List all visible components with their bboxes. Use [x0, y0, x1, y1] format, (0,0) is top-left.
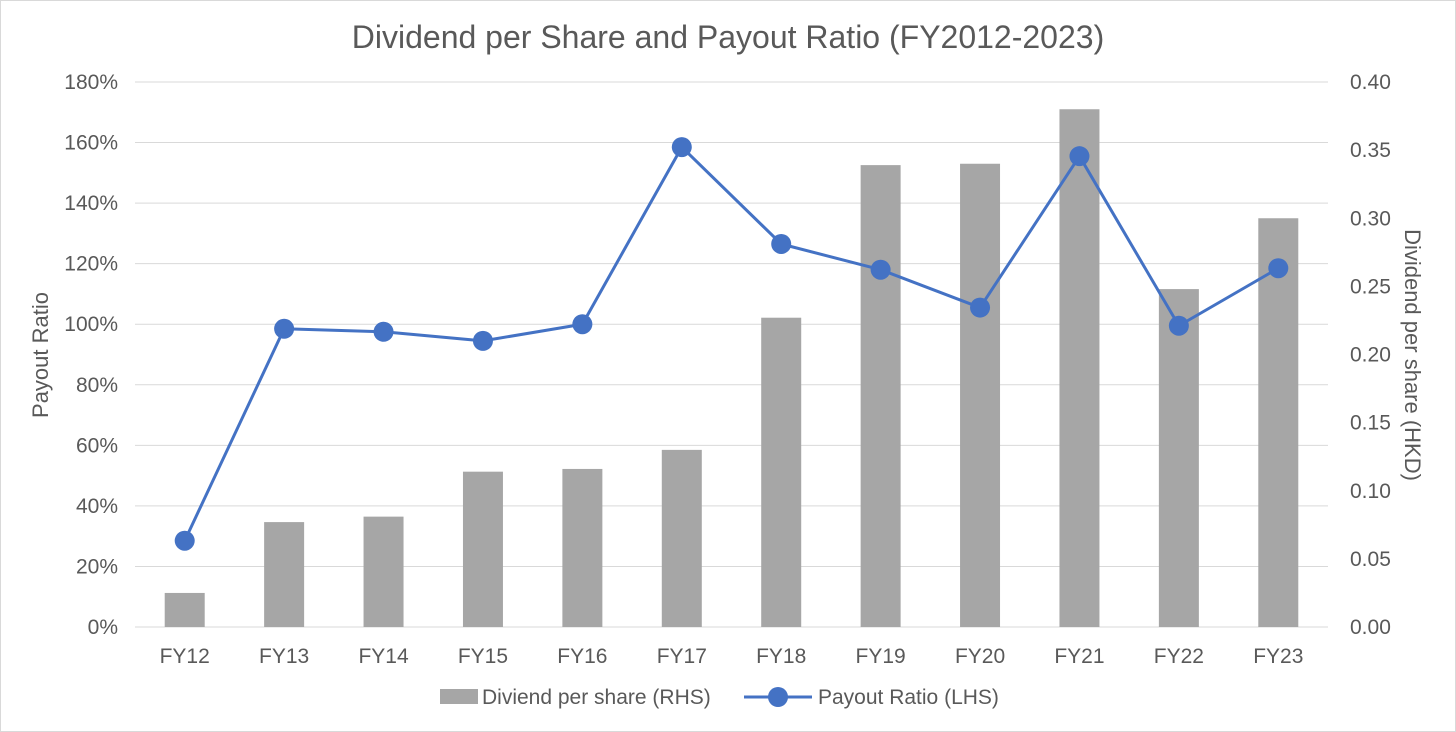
legend-line-marker	[768, 687, 788, 707]
legend-line-label: Payout Ratio (LHS)	[818, 686, 999, 709]
x-tick-label: FY12	[160, 645, 210, 668]
left-tick-label: 60%	[76, 434, 118, 457]
right-tick-label: 0.25	[1350, 275, 1391, 298]
x-tick-label: FY16	[557, 645, 607, 668]
x-tick-label: FY21	[1054, 645, 1104, 668]
left-tick-label: 80%	[76, 374, 118, 397]
x-tick-label: FY14	[358, 645, 409, 668]
bar	[960, 163, 1001, 627]
bar	[363, 516, 404, 627]
line-point	[870, 259, 891, 280]
line-point	[274, 318, 295, 339]
bar	[164, 592, 205, 627]
bar	[1158, 289, 1199, 627]
right-axis-ticks: 0.00 0.05 0.10 0.15 0.20 0.25 0.30 0.35 0.40	[1350, 71, 1391, 639]
left-tick-label: 120%	[64, 253, 118, 276]
line-point	[174, 530, 195, 551]
line-point	[1268, 258, 1289, 279]
line-series	[174, 137, 1289, 551]
right-tick-label: 0.00	[1350, 616, 1391, 639]
line-point	[572, 314, 593, 335]
line-point	[472, 330, 493, 351]
x-tick-label: FY22	[1154, 645, 1204, 668]
x-tick-label: FY19	[856, 645, 906, 668]
left-axis-ticks: 0% 20% 40% 60% 80% 100% 120% 140% 160% 180%	[64, 71, 118, 639]
right-tick-label: 0.05	[1350, 548, 1391, 571]
legend-bar-swatch	[440, 689, 478, 704]
left-axis-title: Payout Ratio	[28, 292, 53, 418]
left-tick-label: 180%	[64, 71, 118, 94]
left-tick-label: 140%	[64, 192, 118, 215]
right-tick-label: 0.20	[1350, 344, 1391, 367]
legend-bar-label: Diviend per share (RHS)	[482, 686, 711, 709]
bar	[264, 522, 305, 627]
x-tick-label: FY18	[756, 645, 806, 668]
x-tick-label: FY17	[657, 645, 707, 668]
left-tick-label: 40%	[76, 495, 118, 518]
line-point	[1168, 315, 1189, 336]
chart-title: Dividend per Share and Payout Ratio (FY2…	[352, 19, 1104, 55]
right-tick-label: 0.15	[1350, 412, 1391, 435]
bar	[1258, 218, 1299, 627]
right-tick-label: 0.30	[1350, 207, 1391, 230]
x-tick-label: FY13	[259, 645, 309, 668]
bar	[462, 471, 503, 627]
payout-ratio-line	[183, 145, 1280, 542]
bar	[761, 317, 802, 627]
bar	[562, 468, 603, 627]
x-tick-label: FY20	[955, 645, 1005, 668]
line-point	[671, 137, 692, 158]
right-tick-label: 0.40	[1350, 71, 1391, 94]
line-point	[1069, 146, 1090, 167]
bar-series	[164, 109, 1299, 628]
gridlines	[135, 81, 1328, 628]
bar	[860, 165, 901, 628]
bar	[1059, 109, 1100, 627]
x-tick-label: FY15	[458, 645, 508, 668]
line-point	[771, 233, 792, 254]
x-axis-ticks: FY12 FY13 FY14 FY15 FY16 FY17 FY18 FY19 FY20 FY21…	[160, 645, 1304, 668]
bar	[661, 449, 702, 627]
left-tick-label: 20%	[76, 555, 118, 578]
right-axis-title: Dividend per share (HKD)	[1400, 229, 1425, 481]
right-tick-label: 0.10	[1350, 480, 1391, 503]
right-tick-label: 0.35	[1350, 139, 1391, 162]
legend: Diviend per share (RHS) Payout Ratio (LH…	[440, 686, 999, 709]
left-tick-label: 0%	[88, 616, 118, 639]
line-point	[373, 321, 394, 342]
x-tick-label: FY23	[1253, 645, 1303, 668]
left-tick-label: 160%	[64, 132, 118, 155]
left-tick-label: 100%	[64, 313, 118, 336]
line-point	[970, 297, 991, 318]
